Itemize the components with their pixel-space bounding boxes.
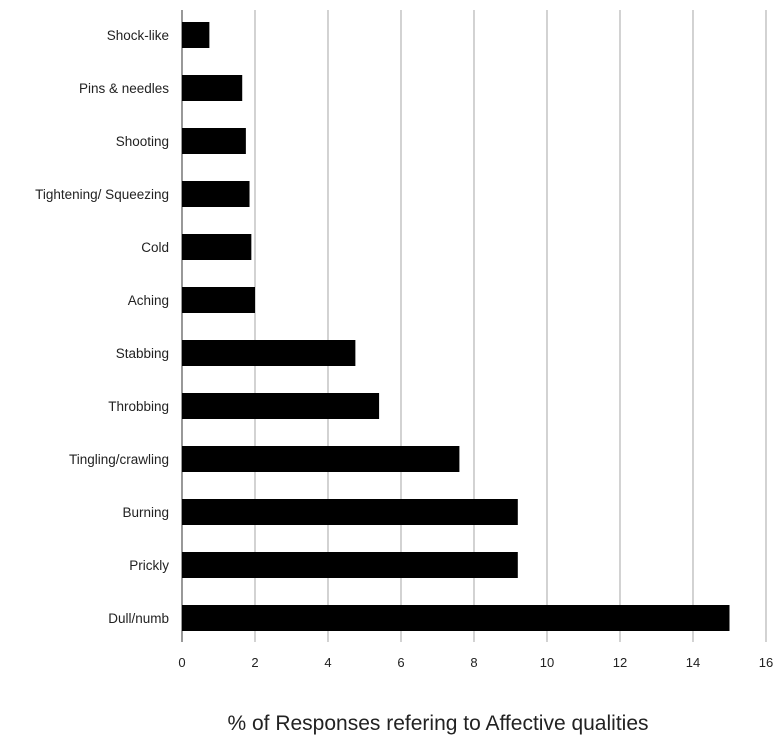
x-axis-title: % of Responses refering to Affective qua… <box>227 712 648 735</box>
category-label: Burning <box>122 505 169 520</box>
category-label: Pins & needles <box>79 81 169 96</box>
grid-lines <box>181 10 767 642</box>
category-label: Shock-like <box>107 28 169 43</box>
bar-pins-needles <box>182 75 243 101</box>
category-label: Cold <box>141 240 169 255</box>
category-label: Aching <box>128 293 169 308</box>
bar-dull-numb <box>182 605 730 631</box>
x-tick-label-10: 10 <box>540 655 554 670</box>
bar-shooting <box>182 128 246 154</box>
x-tick-label-2: 2 <box>251 655 258 670</box>
x-tick-label-12: 12 <box>613 655 627 670</box>
category-label: Dull/numb <box>108 611 169 626</box>
bar-tingling-crawling <box>182 446 460 472</box>
bar-tightening-squeezing <box>182 181 250 207</box>
bar-throbbing <box>182 393 380 419</box>
bar-stabbing <box>182 340 356 366</box>
x-tick-label-4: 4 <box>324 655 331 670</box>
bar-shock-like <box>182 22 210 48</box>
bar-aching <box>182 287 255 313</box>
category-label: Prickly <box>129 558 169 573</box>
x-tick-label-6: 6 <box>397 655 404 670</box>
x-tick-label-14: 14 <box>686 655 700 670</box>
category-label: Shooting <box>116 134 169 149</box>
x-tick-label-16: 16 <box>759 655 773 670</box>
category-label: Tightening/ Squeezing <box>35 187 169 202</box>
category-labels: Shock-like Pins & needles Shooting Tighteni… <box>35 28 169 626</box>
category-label: Stabbing <box>116 346 169 361</box>
bar-cold <box>182 234 252 260</box>
category-label: Tingling/crawling <box>69 452 169 467</box>
x-tick-label-8: 8 <box>470 655 477 670</box>
category-label: Throbbing <box>108 399 169 414</box>
tick-labels: 0 2 4 6 8 10 12 14 16 <box>178 655 773 670</box>
x-tick-label-0: 0 <box>178 655 185 670</box>
bars <box>182 22 730 631</box>
bar-burning <box>182 499 518 525</box>
bar-prickly <box>182 552 518 578</box>
